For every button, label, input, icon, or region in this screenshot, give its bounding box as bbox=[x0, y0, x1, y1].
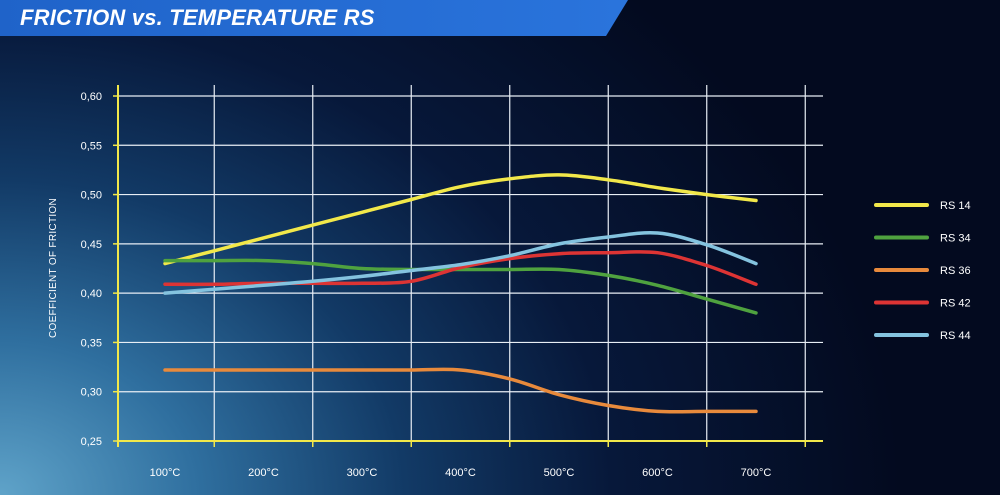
y-tick-label: 0,30 bbox=[81, 387, 102, 399]
y-tick-label: 0,40 bbox=[81, 288, 102, 300]
series-line-rs-34 bbox=[163, 258, 758, 315]
y-axis-label: COEFFICIENT OF FRICTION bbox=[48, 198, 59, 338]
legend-label: RS 42 bbox=[940, 298, 971, 310]
chart-title: FRICTION vs. TEMPERATURE RS bbox=[20, 5, 375, 30]
series-line-rs-42 bbox=[163, 250, 758, 287]
y-tick-label: 0,35 bbox=[81, 337, 102, 349]
legend-label: RS 34 bbox=[940, 233, 971, 245]
x-tick-label: 300°C bbox=[347, 467, 378, 479]
x-tick-labels: 100°C 200°C 300°C 400°C 500°C 600°C 700°C bbox=[150, 467, 772, 479]
series-line-rs-44 bbox=[163, 230, 758, 295]
legend-label: RS 36 bbox=[940, 265, 971, 277]
x-tick-label: 700°C bbox=[741, 467, 772, 479]
y-tick-label: 0,45 bbox=[81, 239, 102, 251]
y-tick-label: 0,60 bbox=[81, 91, 102, 103]
series-line-rs-14 bbox=[163, 173, 758, 266]
legend-label: RS 14 bbox=[940, 200, 971, 212]
y-tick-label: 0,50 bbox=[81, 190, 102, 202]
x-tick-label: 400°C bbox=[445, 467, 476, 479]
legend: RS 14 RS 34 RS 36 RS 42 RS 44 bbox=[874, 200, 971, 342]
x-tick-label: 200°C bbox=[248, 467, 279, 479]
series-line-rs-36 bbox=[163, 367, 758, 414]
axes bbox=[113, 85, 823, 447]
y-tick-label: 0,55 bbox=[81, 140, 102, 152]
series-lines bbox=[163, 173, 758, 414]
title-banner bbox=[0, 0, 628, 36]
y-tick-labels: 0,60 0,55 0,50 0,45 0,40 0,35 0,30 0,25 bbox=[81, 91, 102, 448]
y-tick-label: 0,25 bbox=[81, 436, 102, 448]
legend-label: RS 44 bbox=[940, 330, 971, 342]
x-tick-label: 600°C bbox=[642, 467, 673, 479]
x-tick-label: 500°C bbox=[544, 467, 575, 479]
x-tick-label: 100°C bbox=[150, 467, 181, 479]
